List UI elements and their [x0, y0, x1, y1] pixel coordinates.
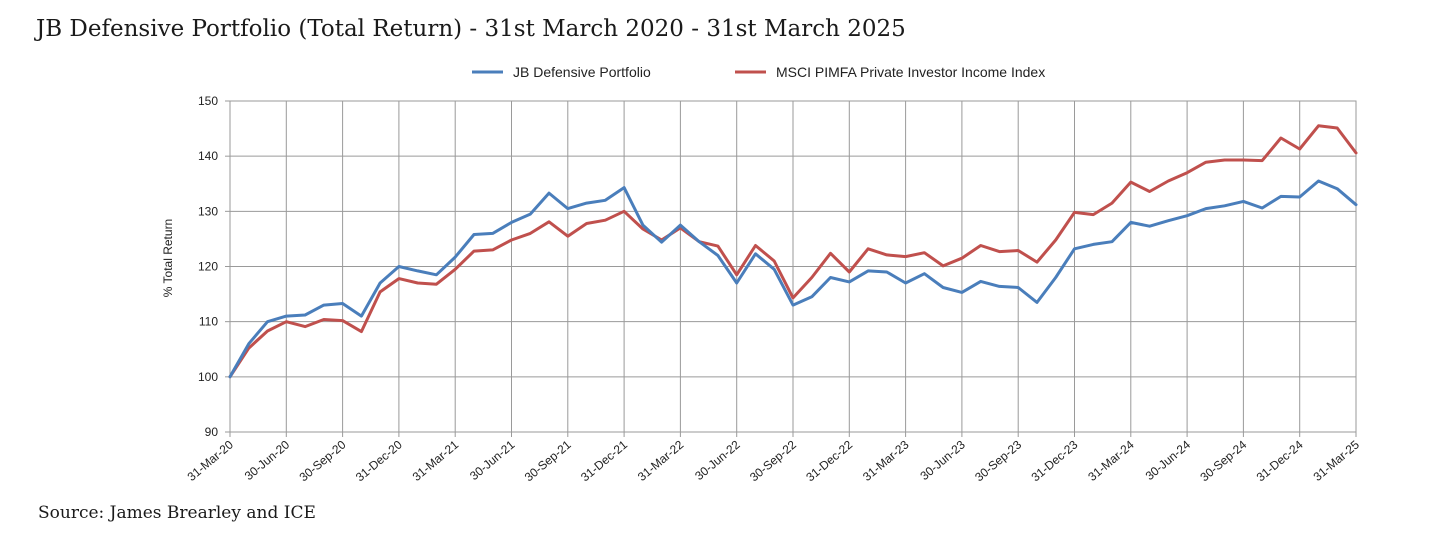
x-tick-label: 31-Mar-20 — [185, 437, 237, 484]
series-lines — [228, 124, 1358, 379]
series-line — [228, 124, 1358, 379]
y-tick-label: 130 — [198, 204, 218, 218]
x-tick-label: 30-Sep-23 — [972, 437, 1024, 484]
x-tick-label: 30-Jun-23 — [917, 437, 968, 483]
x-tick-label: 31-Mar-23 — [860, 437, 912, 484]
y-tick-label: 120 — [198, 260, 218, 274]
legend-label: JB Defensive Portfolio — [513, 64, 651, 80]
series-line — [228, 179, 1358, 379]
legend-label: MSCI PIMFA Private Investor Income Index — [776, 64, 1045, 80]
chart-title: JB Defensive Portfolio (Total Return) - … — [36, 16, 906, 42]
x-tick-label: 31-Dec-22 — [803, 437, 855, 484]
x-tick-label: 30-Sep-24 — [1197, 437, 1249, 484]
y-tick-label: 90 — [205, 425, 219, 439]
y-tick-label: 150 — [198, 94, 218, 108]
x-tick-label: 30-Jun-20 — [242, 437, 293, 483]
y-tick-labels: 90 100 110 120 130 140 150 — [198, 94, 218, 439]
x-tick-label: 31-Dec-23 — [1029, 437, 1081, 484]
x-tick-label: 30-Jun-24 — [1143, 437, 1194, 483]
x-tick-labels: 31-Mar-20 30-Jun-20 30-Sep-20 31-Dec-20 31-M… — [185, 437, 1363, 484]
x-tick-label: 30-Jun-21 — [467, 437, 518, 483]
y-tick-label: 100 — [198, 370, 218, 384]
x-tick-label: 31-Mar-21 — [410, 437, 462, 484]
source-note: Source: James Brearley and ICE — [38, 503, 316, 523]
x-tick-label: 30-Jun-22 — [692, 437, 743, 483]
x-tick-label: 30-Sep-22 — [747, 437, 799, 484]
x-tick-label: 30-Sep-21 — [522, 437, 574, 484]
y-tick-label: 140 — [198, 149, 218, 163]
y-tick-label: 110 — [199, 315, 218, 329]
x-tick-label: 31-Dec-21 — [578, 437, 630, 484]
x-tick-label: 31-Mar-24 — [1085, 437, 1137, 484]
x-tick-label: 31-Mar-22 — [635, 437, 687, 484]
x-tick-label: 30-Sep-20 — [297, 437, 349, 484]
legend: JB Defensive Portfolio MSCI PIMFA Private… — [472, 64, 1045, 80]
x-tick-label: 31-Dec-24 — [1254, 437, 1306, 484]
x-tick-label: 31-Dec-20 — [353, 437, 405, 484]
x-tick-label: 31-Mar-25 — [1311, 437, 1363, 484]
y-axis-label: % Total Return — [161, 219, 175, 298]
